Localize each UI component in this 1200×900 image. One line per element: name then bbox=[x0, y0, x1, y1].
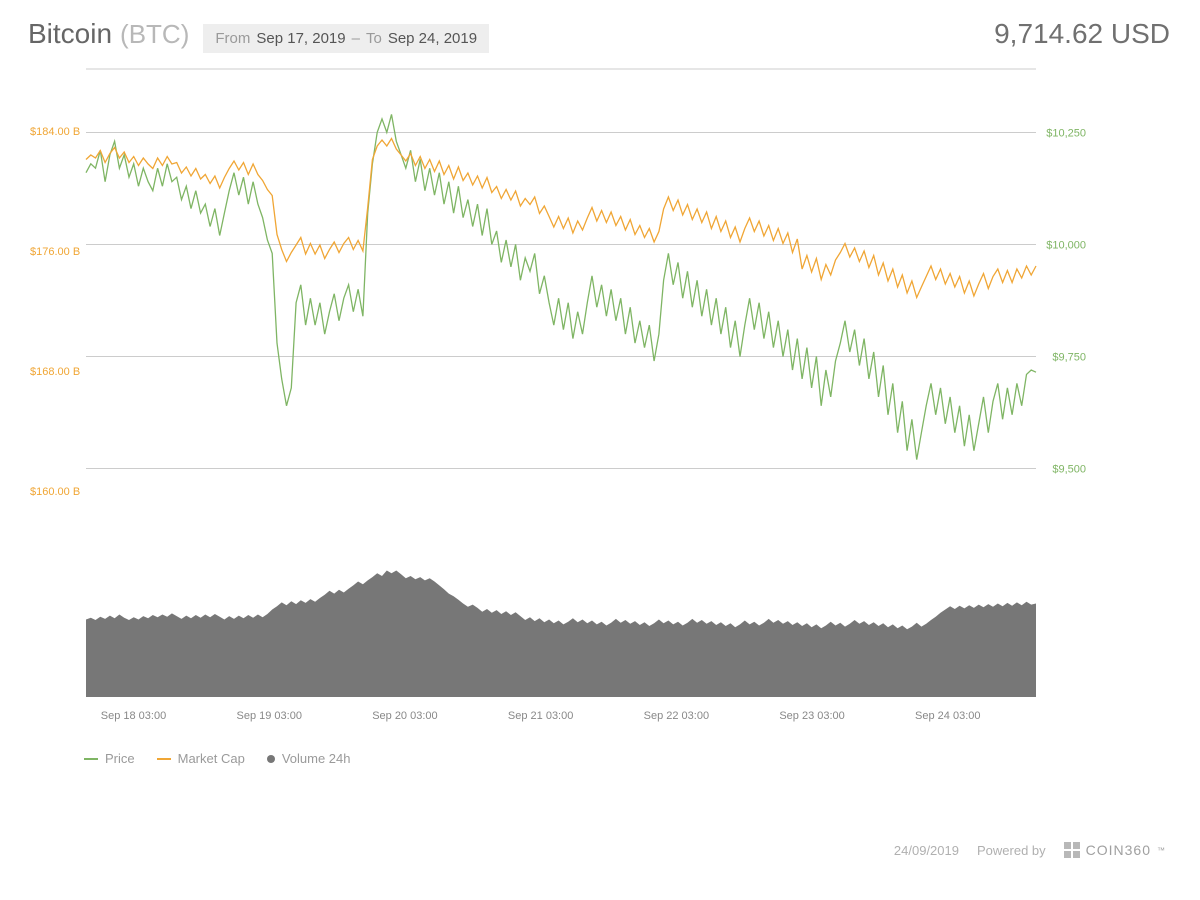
svg-text:$10,000: $10,000 bbox=[1046, 239, 1086, 251]
svg-text:$9,750: $9,750 bbox=[1052, 352, 1086, 364]
legend-marketcap[interactable]: Market Cap bbox=[157, 751, 245, 766]
svg-text:$176.00 B: $176.00 B bbox=[30, 246, 80, 258]
volume-chart[interactable]: Sep 18 03:00 Sep 19 03:00 Sep 20 03:00 Sep … bbox=[30, 537, 1170, 737]
range-sep: – bbox=[352, 30, 360, 47]
svg-text:Sep 24 03:00: Sep 24 03:00 bbox=[915, 710, 980, 722]
brand-icon bbox=[1064, 842, 1080, 858]
svg-text:$160.00 B: $160.00 B bbox=[30, 486, 80, 498]
legend-price-label: Price bbox=[105, 751, 135, 766]
legend-marketcap-swatch bbox=[157, 758, 171, 760]
legend-price-swatch bbox=[84, 758, 98, 760]
svg-text:Sep 19 03:00: Sep 19 03:00 bbox=[236, 710, 301, 722]
svg-text:$184.00 B: $184.00 B bbox=[30, 126, 80, 138]
legend-volume-swatch bbox=[267, 755, 275, 763]
coin-ticker: (BTC) bbox=[120, 19, 189, 50]
to-date: Sep 24, 2019 bbox=[388, 30, 477, 47]
svg-text:Sep 20 03:00: Sep 20 03:00 bbox=[372, 710, 437, 722]
svg-text:Sep 18 03:00: Sep 18 03:00 bbox=[101, 710, 166, 722]
legend-volume[interactable]: Volume 24h bbox=[267, 751, 351, 766]
brand-tm: ™ bbox=[1157, 846, 1166, 855]
date-range-selector[interactable]: From Sep 17, 2019 – To Sep 24, 2019 bbox=[203, 24, 489, 53]
svg-text:Sep 23 03:00: Sep 23 03:00 bbox=[779, 710, 844, 722]
svg-text:$9,500: $9,500 bbox=[1052, 464, 1086, 476]
brand-logo[interactable]: COIN360 ™ bbox=[1064, 842, 1166, 858]
svg-text:$10,250: $10,250 bbox=[1046, 127, 1086, 139]
header-left: Bitcoin (BTC) From Sep 17, 2019 – To Sep… bbox=[28, 18, 489, 53]
coin-name: Bitcoin bbox=[28, 18, 112, 50]
legend-price[interactable]: Price bbox=[84, 751, 135, 766]
volume-chart-container: Sep 18 03:00 Sep 19 03:00 Sep 20 03:00 Sep … bbox=[30, 537, 1170, 737]
svg-text:Sep 22 03:00: Sep 22 03:00 bbox=[644, 710, 709, 722]
footer-date: 24/09/2019 bbox=[894, 843, 959, 858]
chart-header: Bitcoin (BTC) From Sep 17, 2019 – To Sep… bbox=[0, 0, 1200, 61]
current-price: 9,714.62 USD bbox=[994, 18, 1170, 50]
main-chart-container: $10,250 $10,000 $9,750 $9,500 $184.00 B $176.… bbox=[30, 61, 1170, 531]
from-label: From bbox=[215, 30, 250, 47]
price-marketcap-chart[interactable]: $10,250 $10,000 $9,750 $9,500 $184.00 B $176.… bbox=[30, 61, 1170, 531]
chart-footer: 24/09/2019 Powered by COIN360 ™ bbox=[894, 842, 1166, 858]
brand-name: COIN360 bbox=[1086, 842, 1151, 858]
to-label: To bbox=[366, 30, 382, 47]
svg-text:Sep 21 03:00: Sep 21 03:00 bbox=[508, 710, 573, 722]
footer-powered: Powered by bbox=[977, 843, 1046, 858]
legend-volume-label: Volume 24h bbox=[282, 751, 351, 766]
svg-text:$168.00 B: $168.00 B bbox=[30, 366, 80, 378]
from-date: Sep 17, 2019 bbox=[256, 30, 345, 47]
legend-marketcap-label: Market Cap bbox=[178, 751, 245, 766]
chart-legend: Price Market Cap Volume 24h bbox=[0, 737, 1200, 766]
